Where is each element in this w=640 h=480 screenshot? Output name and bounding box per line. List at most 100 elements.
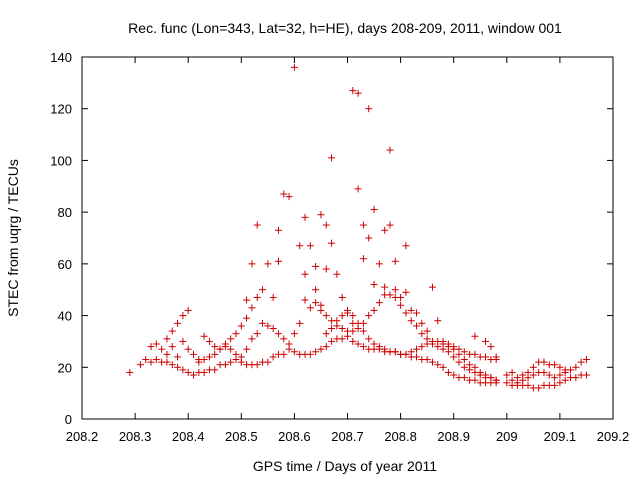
data-point bbox=[375, 260, 383, 268]
data-point bbox=[174, 319, 182, 327]
y-tick-label: 120 bbox=[50, 102, 72, 117]
x-axis: 208.2 208.3 208.4 208.5 208.6 208.7 208.8 208.9… bbox=[66, 57, 629, 444]
x-axis-label: GPS time / Days of year 2011 bbox=[253, 458, 437, 474]
data-point bbox=[439, 340, 447, 348]
data-point bbox=[184, 345, 192, 353]
data-point bbox=[423, 356, 431, 364]
x-tick-label: 208.9 bbox=[437, 429, 470, 444]
data-point bbox=[243, 296, 251, 304]
data-point bbox=[391, 257, 399, 265]
x-tick-label: 208.4 bbox=[172, 429, 205, 444]
data-point bbox=[450, 353, 458, 361]
data-point bbox=[423, 327, 431, 335]
data-point bbox=[460, 374, 468, 382]
data-point bbox=[333, 270, 341, 278]
data-point bbox=[487, 343, 495, 351]
data-point bbox=[476, 368, 484, 376]
data-point bbox=[444, 343, 452, 351]
data-point bbox=[572, 363, 580, 371]
data-point bbox=[253, 221, 261, 229]
data-point bbox=[354, 89, 362, 97]
data-point bbox=[338, 312, 346, 320]
data-point bbox=[370, 206, 378, 214]
data-point bbox=[243, 345, 251, 353]
x-tick-label: 208.8 bbox=[384, 429, 417, 444]
data-point bbox=[237, 322, 245, 330]
x-tick-label: 208.6 bbox=[278, 429, 311, 444]
x-tick-label: 208.7 bbox=[331, 429, 364, 444]
data-point bbox=[152, 356, 160, 364]
data-point bbox=[370, 281, 378, 289]
data-point bbox=[413, 345, 421, 353]
data-point bbox=[280, 350, 288, 358]
data-point bbox=[460, 356, 468, 364]
data-point bbox=[269, 353, 277, 361]
data-point bbox=[492, 376, 500, 384]
data-point bbox=[434, 361, 442, 369]
data-point bbox=[503, 371, 511, 379]
data-point bbox=[386, 291, 394, 299]
data-point bbox=[317, 345, 325, 353]
data-point bbox=[460, 348, 468, 356]
data-point bbox=[466, 361, 474, 369]
data-point bbox=[274, 330, 282, 338]
data-point bbox=[386, 146, 394, 154]
data-point bbox=[190, 350, 198, 358]
data-point bbox=[232, 330, 240, 338]
data-point bbox=[216, 345, 224, 353]
data-point bbox=[391, 286, 399, 294]
data-point bbox=[301, 213, 309, 221]
data-point bbox=[163, 335, 171, 343]
data-point bbox=[322, 343, 330, 351]
data-point bbox=[344, 306, 351, 314]
data-point bbox=[259, 286, 267, 294]
data-point bbox=[450, 345, 458, 353]
data-point bbox=[248, 260, 256, 268]
data-point bbox=[211, 366, 219, 374]
data-point bbox=[513, 379, 521, 387]
data-point bbox=[471, 363, 479, 371]
data-point bbox=[545, 371, 553, 379]
data-point bbox=[556, 379, 564, 387]
data-point bbox=[152, 340, 160, 348]
data-point bbox=[190, 371, 198, 379]
data-point bbox=[290, 63, 298, 71]
data-point bbox=[253, 361, 261, 369]
y-tick-label: 100 bbox=[50, 153, 72, 168]
data-point bbox=[200, 356, 208, 364]
data-point bbox=[322, 330, 330, 338]
data-point bbox=[147, 358, 155, 366]
data-point bbox=[227, 345, 235, 353]
x-tick-label: 208.2 bbox=[66, 429, 99, 444]
data-point bbox=[317, 306, 325, 314]
y-tick-label: 60 bbox=[58, 257, 72, 272]
data-point bbox=[391, 293, 399, 301]
data-point bbox=[503, 379, 511, 387]
data-point bbox=[211, 343, 219, 351]
data-point bbox=[179, 337, 187, 345]
data-point bbox=[349, 337, 357, 345]
data-point bbox=[168, 361, 176, 369]
data-point bbox=[296, 242, 304, 250]
data-point bbox=[423, 340, 431, 348]
data-point bbox=[413, 353, 421, 361]
data-point bbox=[556, 363, 564, 371]
data-point bbox=[211, 350, 219, 358]
data-point bbox=[184, 368, 192, 376]
data-point bbox=[221, 361, 229, 369]
data-point bbox=[540, 358, 548, 366]
data-point bbox=[582, 371, 590, 379]
data-point bbox=[227, 335, 235, 343]
data-point bbox=[439, 363, 447, 371]
data-point bbox=[312, 348, 320, 356]
data-point bbox=[365, 312, 373, 320]
data-point bbox=[413, 309, 421, 317]
data-point bbox=[264, 322, 272, 330]
data-point bbox=[529, 363, 537, 371]
y-tick-label: 20 bbox=[58, 360, 72, 375]
data-point bbox=[290, 348, 298, 356]
data-point bbox=[126, 368, 134, 376]
data-point bbox=[227, 358, 235, 366]
data-point bbox=[179, 366, 187, 374]
